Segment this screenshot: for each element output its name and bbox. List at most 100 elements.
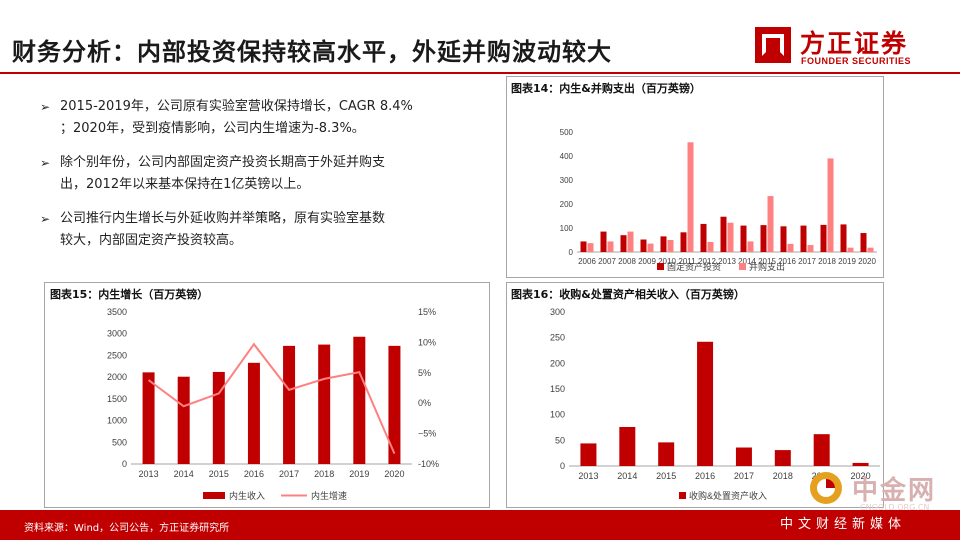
bar-并购支出 [587, 243, 594, 252]
x-tick-label: 2010 [658, 257, 676, 266]
bar-并购支出 [827, 158, 834, 252]
bar-固定资产投资 [700, 223, 707, 252]
x-tick-label: 2017 [734, 471, 754, 481]
bar-固定资产投资 [800, 225, 807, 252]
founder-logo-icon [755, 27, 791, 63]
bar-固定资产投资 [840, 224, 847, 252]
x-tick-label: 2019 [838, 257, 856, 266]
x-tick-label: 2018 [314, 469, 334, 479]
bar-收购&处置资产收入 [735, 447, 752, 466]
bar-固定资产投资 [660, 236, 667, 252]
legend-label: 收购&处置资产收入 [689, 490, 767, 501]
legend-label: 内生收入 [229, 490, 265, 501]
y2-tick-label: 0% [418, 398, 431, 408]
x-tick-label: 2007 [598, 257, 616, 266]
y-tick-label: 3500 [107, 307, 127, 317]
bar-收购&处置资产收入 [697, 341, 714, 466]
bar-收购&处置资产收入 [580, 443, 597, 466]
x-tick-label: 2016 [244, 469, 264, 479]
legend-label: 固定资产投资 [667, 261, 721, 272]
chart-title-fig16: 图表16：收购&处置资产相关收入（百万英镑） [511, 288, 745, 301]
bullet-line: 除个别年份，公司内部固定资产投资长期高于外延并购支 [60, 155, 386, 170]
y-tick-label: 100 [560, 224, 574, 233]
bar-固定资产投资 [680, 232, 687, 252]
bar-并购支出 [607, 241, 614, 252]
chart-fig15: 0 500 1000 1500 2000 2500 3000 3500 2013 2014 2015… [107, 307, 439, 501]
x-tick-label: 2013 [578, 471, 598, 481]
x-tick-label: 2020 [858, 257, 876, 266]
legend-label: 并购支出 [749, 261, 785, 272]
x-tick-label: 2015 [656, 471, 676, 481]
x-tick-label: 2015 [758, 257, 776, 266]
bar-收购&处置资产收入 [774, 450, 791, 466]
x-tick-label: 2009 [638, 257, 656, 266]
bar-并购支出 [807, 245, 814, 252]
y2-tick-label: -10% [418, 459, 439, 469]
y-tick-label: 1500 [107, 394, 127, 404]
x-tick-label: 2017 [798, 257, 816, 266]
bar-并购支出 [767, 196, 774, 252]
x-tick-label: 2006 [578, 257, 596, 266]
bullet-line: 公司推行内生增长与外延收购并举策略，原有实验室基数 [60, 211, 386, 226]
page-title: 财务分析：内部投资保持较高水平，外延并购波动较大 [12, 37, 612, 66]
y-tick-label: 300 [550, 307, 565, 317]
chart-frame-fig15 [44, 282, 490, 508]
x-tick-label: 2013 [139, 469, 159, 479]
bar-固定资产投资 [580, 241, 587, 252]
bar-固定资产投资 [720, 216, 727, 252]
bar-并购支出 [867, 247, 874, 252]
bar-固定资产投资 [640, 239, 647, 252]
bar-内生收入 [353, 336, 366, 464]
x-tick-label: 2018 [818, 257, 836, 266]
y-tick-label: 50 [555, 435, 565, 445]
y-tick-label: 400 [560, 152, 574, 161]
bar-并购支出 [787, 243, 794, 252]
chart-title-fig15: 图表15：内生增长（百万英镑） [50, 288, 209, 301]
legend-swatch [203, 492, 225, 499]
bar-收购&处置资产收入 [813, 434, 830, 466]
chart-frame-fig16 [506, 282, 884, 508]
x-tick-label: 2013 [718, 257, 736, 266]
x-tick-label: 2014 [174, 469, 194, 479]
bullet-line: 出，2012年以来基本保持在1亿英镑以上。 [60, 177, 310, 192]
y-tick-label: 2000 [107, 372, 127, 382]
watermark-logo-icon [810, 472, 842, 504]
x-tick-label: 2020 [384, 469, 404, 479]
watermark-url: CNGOLD.ORG.CN [860, 503, 930, 512]
y2-tick-label: 5% [418, 368, 431, 378]
arrow-bullet-icon: ➢ [40, 212, 51, 226]
bar-内生收入 [212, 371, 225, 464]
bar-固定资产投资 [740, 225, 747, 252]
arrow-bullet-icon: ➢ [40, 156, 51, 170]
legend-swatch [657, 263, 664, 270]
y-tick-label: 100 [550, 410, 565, 420]
arrow-bullet-icon: ➢ [40, 100, 51, 114]
bar-内生收入 [318, 344, 331, 464]
y-tick-label: 1000 [107, 416, 127, 426]
bar-内生收入 [142, 372, 155, 464]
y-tick-label: 500 [112, 437, 127, 447]
chart-title-fig14: 图表14：内生&并购支出（百万英镑） [511, 82, 701, 95]
bar-内生收入 [177, 376, 190, 464]
bar-固定资产投资 [860, 233, 867, 252]
y-tick-label: 500 [560, 128, 574, 137]
bar-收购&处置资产收入 [852, 462, 869, 466]
y-tick-label: 3000 [107, 329, 127, 339]
brand-name-cn: 方正证券 [800, 29, 909, 58]
bullet-line: 2015-2019年，公司原有实验室营收保持增长，CAGR 8.4% [60, 99, 413, 114]
footer-media-label: 中文财经新媒体 [780, 517, 907, 532]
y-tick-label: 200 [560, 200, 574, 209]
x-tick-label: 2011 [678, 257, 696, 266]
bar-并购支出 [647, 243, 654, 252]
x-tick-label: 2014 [617, 471, 637, 481]
bar-并购支出 [707, 241, 714, 252]
y2-tick-label: 10% [418, 337, 436, 347]
x-tick-label: 2019 [349, 469, 369, 479]
bar-收购&处置资产收入 [619, 426, 636, 466]
bar-并购支出 [627, 231, 634, 252]
bar-并购支出 [847, 247, 854, 252]
bar-内生收入 [388, 345, 401, 464]
footer-source: 资料来源：Wind，公司公告，方正证券研究所 [24, 523, 230, 534]
bar-内生收入 [247, 362, 260, 464]
x-tick-label: 2020 [851, 471, 871, 481]
